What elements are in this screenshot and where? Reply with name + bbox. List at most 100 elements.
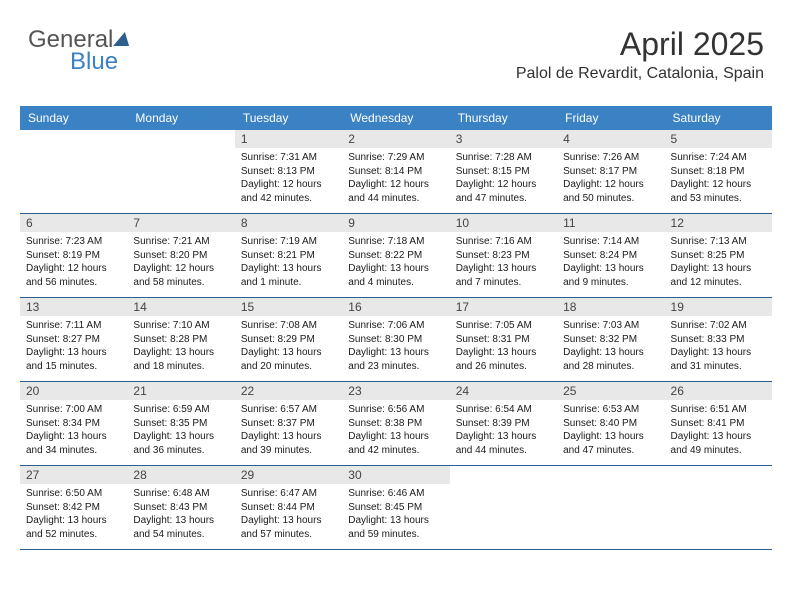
sunset-text: Sunset: 8:45 PM [348,501,443,515]
sunrise-text: Sunrise: 7:28 AM [456,151,551,165]
day-details [557,484,664,540]
calendar-cell: 10Sunrise: 7:16 AMSunset: 8:23 PMDayligh… [450,214,557,297]
sunrise-text: Sunrise: 6:50 AM [26,487,121,501]
day-details: Sunrise: 6:54 AMSunset: 8:39 PMDaylight:… [450,400,557,465]
calendar-cell: 15Sunrise: 7:08 AMSunset: 8:29 PMDayligh… [235,298,342,381]
day-number: 1 [235,130,342,148]
daylight-text: Daylight: 13 hours and 49 minutes. [671,430,766,457]
sunset-text: Sunset: 8:33 PM [671,333,766,347]
sunrise-text: Sunrise: 6:59 AM [133,403,228,417]
calendar-cell: 27Sunrise: 6:50 AMSunset: 8:42 PMDayligh… [20,466,127,549]
daylight-text: Daylight: 13 hours and 18 minutes. [133,346,228,373]
day-number: 11 [557,214,664,232]
day-details: Sunrise: 7:26 AMSunset: 8:17 PMDaylight:… [557,148,664,213]
day-number: 30 [342,466,449,484]
calendar-cell: 1 Sunrise: 7:31 AMSunset: 8:13 PMDaylight… [235,130,342,213]
calendar-header-row: SundayMondayTuesdayWednesdayThursdayFrid… [20,106,772,130]
day-number: 24 [450,382,557,400]
sunset-text: Sunset: 8:21 PM [241,249,336,263]
day-number: 13 [20,298,127,316]
calendar-body: 1Sunrise: 7:31 AMSunset: 8:13 PMDaylight… [20,130,772,550]
day-details: Sunrise: 6:48 AMSunset: 8:43 PMDaylight:… [127,484,234,549]
sunset-text: Sunset: 8:44 PM [241,501,336,515]
sunrise-text: Sunrise: 7:23 AM [26,235,121,249]
calendar-row: 6Sunrise: 7:23 AMSunset: 8:19 PMDaylight… [20,214,772,298]
day-details: Sunrise: 7:19 AMSunset: 8:21 PMDaylight:… [235,232,342,297]
sunrise-text: Sunrise: 7:26 AM [563,151,658,165]
sunset-text: Sunset: 8:13 PM [241,165,336,179]
day-details: Sunrise: 6:46 AMSunset: 8:45 PMDaylight:… [342,484,449,549]
day-number [450,466,557,484]
calendar-header-cell: Monday [127,106,234,130]
sunrise-text: Sunrise: 6:54 AM [456,403,551,417]
calendar-cell: 26Sunrise: 6:51 AMSunset: 8:41 PMDayligh… [665,382,772,465]
calendar-cell: 28Sunrise: 6:48 AMSunset: 8:43 PMDayligh… [127,466,234,549]
calendar-cell [127,130,234,213]
day-number [557,466,664,484]
sunrise-text: Sunrise: 7:21 AM [133,235,228,249]
day-number: 15 [235,298,342,316]
day-details: Sunrise: 6:59 AMSunset: 8:35 PMDaylight:… [127,400,234,465]
daylight-text: Daylight: 12 hours and 42 minutes. [241,178,336,205]
sunrise-text: Sunrise: 7:18 AM [348,235,443,249]
day-details: Sunrise: 6:56 AMSunset: 8:38 PMDaylight:… [342,400,449,465]
day-number: 29 [235,466,342,484]
sunrise-text: Sunrise: 7:14 AM [563,235,658,249]
day-number: 21 [127,382,234,400]
sunset-text: Sunset: 8:17 PM [563,165,658,179]
daylight-text: Daylight: 13 hours and 59 minutes. [348,514,443,541]
calendar-cell: 4Sunrise: 7:26 AMSunset: 8:17 PMDaylight… [557,130,664,213]
sunset-text: Sunset: 8:28 PM [133,333,228,347]
day-details: Sunrise: 7:28 AMSunset: 8:15 PMDaylight:… [450,148,557,213]
sunrise-text: Sunrise: 6:48 AM [133,487,228,501]
daylight-text: Daylight: 13 hours and 9 minutes. [563,262,658,289]
sunrise-text: Sunrise: 7:06 AM [348,319,443,333]
day-number: 4 [557,130,664,148]
day-number: 5 [665,130,772,148]
day-number: 3 [450,130,557,148]
sunset-text: Sunset: 8:19 PM [26,249,121,263]
day-number: 17 [450,298,557,316]
day-number [20,130,127,148]
day-number: 10 [450,214,557,232]
daylight-text: Daylight: 12 hours and 58 minutes. [133,262,228,289]
calendar-cell: 30Sunrise: 6:46 AMSunset: 8:45 PMDayligh… [342,466,449,549]
sunset-text: Sunset: 8:14 PM [348,165,443,179]
sunset-text: Sunset: 8:32 PM [563,333,658,347]
day-details [450,484,557,540]
logo-triangle-icon [114,32,134,46]
sunrise-text: Sunrise: 6:46 AM [348,487,443,501]
day-number: 16 [342,298,449,316]
daylight-text: Daylight: 13 hours and 26 minutes. [456,346,551,373]
sunrise-text: Sunrise: 7:16 AM [456,235,551,249]
sunrise-text: Sunrise: 6:53 AM [563,403,658,417]
day-details: Sunrise: 7:00 AMSunset: 8:34 PMDaylight:… [20,400,127,465]
day-details: Sunrise: 7:21 AMSunset: 8:20 PMDaylight:… [127,232,234,297]
sunrise-text: Sunrise: 7:31 AM [241,151,336,165]
calendar-cell: 13Sunrise: 7:11 AMSunset: 8:27 PMDayligh… [20,298,127,381]
daylight-text: Daylight: 12 hours and 53 minutes. [671,178,766,205]
calendar-header-cell: Sunday [20,106,127,130]
sunrise-text: Sunrise: 6:51 AM [671,403,766,417]
sunrise-text: Sunrise: 7:29 AM [348,151,443,165]
day-number: 2 [342,130,449,148]
calendar-cell: 19Sunrise: 7:02 AMSunset: 8:33 PMDayligh… [665,298,772,381]
day-details: Sunrise: 6:47 AMSunset: 8:44 PMDaylight:… [235,484,342,549]
day-number: 19 [665,298,772,316]
sunset-text: Sunset: 8:31 PM [456,333,551,347]
calendar-cell: 16Sunrise: 7:06 AMSunset: 8:30 PMDayligh… [342,298,449,381]
day-number: 7 [127,214,234,232]
day-number: 12 [665,214,772,232]
day-details: Sunrise: 6:51 AMSunset: 8:41 PMDaylight:… [665,400,772,465]
calendar-cell: 6Sunrise: 7:23 AMSunset: 8:19 PMDaylight… [20,214,127,297]
daylight-text: Daylight: 13 hours and 28 minutes. [563,346,658,373]
sunrise-text: Sunrise: 7:05 AM [456,319,551,333]
daylight-text: Daylight: 13 hours and 15 minutes. [26,346,121,373]
daylight-text: Daylight: 13 hours and 44 minutes. [456,430,551,457]
sunrise-text: Sunrise: 7:10 AM [133,319,228,333]
calendar-header-cell: Tuesday [235,106,342,130]
sunset-text: Sunset: 8:40 PM [563,417,658,431]
page-header: April 2025 Palol de Revardit, Catalonia,… [516,26,764,83]
location-subtitle: Palol de Revardit, Catalonia, Spain [516,65,764,83]
day-number: 28 [127,466,234,484]
